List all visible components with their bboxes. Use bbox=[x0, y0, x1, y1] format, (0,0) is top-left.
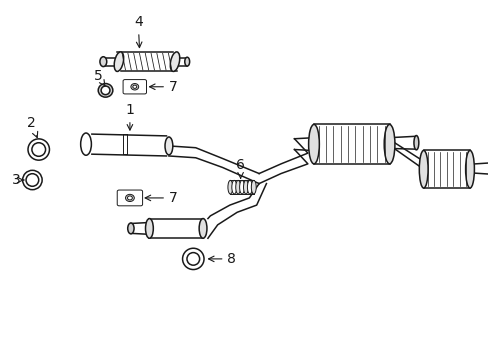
Ellipse shape bbox=[235, 180, 240, 194]
Ellipse shape bbox=[308, 125, 319, 164]
Ellipse shape bbox=[164, 137, 172, 155]
Text: 2: 2 bbox=[27, 116, 38, 138]
Ellipse shape bbox=[81, 133, 91, 155]
Ellipse shape bbox=[101, 86, 110, 95]
Ellipse shape bbox=[127, 223, 134, 234]
Ellipse shape bbox=[170, 52, 180, 71]
Ellipse shape bbox=[100, 57, 106, 67]
Ellipse shape bbox=[239, 180, 244, 194]
Ellipse shape bbox=[114, 52, 123, 71]
Ellipse shape bbox=[22, 170, 42, 190]
Text: 3: 3 bbox=[12, 173, 24, 187]
Text: 6: 6 bbox=[236, 158, 244, 178]
Ellipse shape bbox=[184, 57, 189, 66]
Ellipse shape bbox=[227, 180, 232, 194]
Ellipse shape bbox=[98, 84, 113, 97]
Ellipse shape bbox=[26, 174, 39, 186]
Ellipse shape bbox=[243, 180, 248, 194]
Ellipse shape bbox=[145, 219, 153, 238]
Ellipse shape bbox=[231, 180, 236, 194]
Ellipse shape bbox=[384, 125, 394, 164]
Text: 8: 8 bbox=[208, 252, 236, 266]
Ellipse shape bbox=[32, 143, 45, 156]
FancyBboxPatch shape bbox=[117, 190, 142, 206]
Ellipse shape bbox=[418, 150, 427, 188]
Text: 4: 4 bbox=[134, 15, 142, 48]
Ellipse shape bbox=[199, 219, 206, 238]
Ellipse shape bbox=[186, 253, 199, 265]
Ellipse shape bbox=[127, 196, 132, 200]
Text: 5: 5 bbox=[94, 69, 105, 86]
Ellipse shape bbox=[413, 135, 418, 150]
Ellipse shape bbox=[251, 180, 256, 194]
Ellipse shape bbox=[182, 248, 203, 270]
Ellipse shape bbox=[28, 139, 49, 160]
Text: 1: 1 bbox=[125, 103, 134, 130]
Ellipse shape bbox=[247, 180, 252, 194]
FancyBboxPatch shape bbox=[123, 80, 146, 94]
Text: 7: 7 bbox=[149, 80, 177, 94]
Text: 7: 7 bbox=[145, 191, 177, 205]
Ellipse shape bbox=[133, 85, 137, 88]
Ellipse shape bbox=[465, 150, 473, 188]
Ellipse shape bbox=[125, 194, 134, 202]
Ellipse shape bbox=[131, 84, 139, 90]
